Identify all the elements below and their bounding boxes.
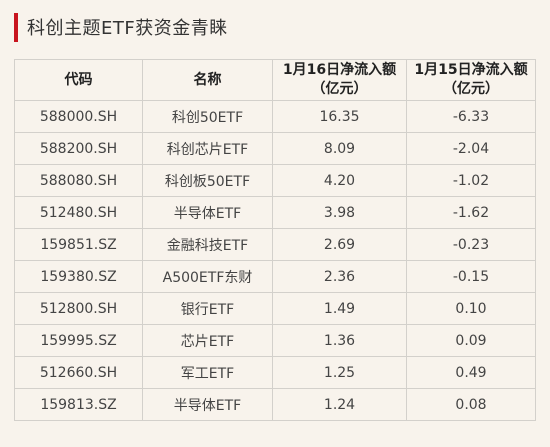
table-row: 512480.SH 半导体ETF 3.98 -1.62 <box>14 196 536 229</box>
cell-jan15: -0.23 <box>406 228 536 261</box>
cell-code: 159995.SZ <box>14 324 143 357</box>
title-bar: 科创主题ETF获资金青睐 <box>14 12 228 42</box>
cell-jan16: 8.09 <box>272 132 407 165</box>
cell-jan15: 0.09 <box>406 324 536 357</box>
cell-code: 512660.SH <box>14 356 143 389</box>
header-jan15-inflow: 1月15日净流入额 （亿元） <box>406 59 536 101</box>
table-header-row: 代码 名称 1月16日净流入额 （亿元） 1月15日净流入额 （亿元） <box>14 59 536 101</box>
cell-name: 军工ETF <box>142 356 273 389</box>
cell-jan15: 0.49 <box>406 356 536 389</box>
table-row: 159995.SZ 芯片ETF 1.36 0.09 <box>14 324 536 357</box>
etf-inflow-table: 代码 名称 1月16日净流入额 （亿元） 1月15日净流入额 （亿元） 5880… <box>14 59 536 421</box>
cell-jan15: -1.02 <box>406 164 536 197</box>
cell-code: 159851.SZ <box>14 228 143 261</box>
cell-code: 588080.SH <box>14 164 143 197</box>
cell-jan16: 1.36 <box>272 324 407 357</box>
cell-code: 588000.SH <box>14 100 143 133</box>
cell-jan16: 1.49 <box>272 292 407 325</box>
cell-name: A500ETF东财 <box>142 260 273 293</box>
cell-code: 512480.SH <box>14 196 143 229</box>
cell-code: 588200.SH <box>14 132 143 165</box>
cell-code: 159813.SZ <box>14 388 143 421</box>
cell-name: 芯片ETF <box>142 324 273 357</box>
cell-jan16: 3.98 <box>272 196 407 229</box>
cell-code: 159380.SZ <box>14 260 143 293</box>
header-name-label: 名称 <box>193 71 222 88</box>
cell-name: 半导体ETF <box>142 196 273 229</box>
cell-jan15: -1.62 <box>406 196 536 229</box>
cell-name: 银行ETF <box>142 292 273 325</box>
cell-jan16: 1.24 <box>272 388 407 421</box>
cell-jan16: 2.36 <box>272 260 407 293</box>
cell-name: 科创50ETF <box>142 100 273 133</box>
cell-code: 512800.SH <box>14 292 143 325</box>
header-jan15-label: 1月15日净流入额 <box>414 62 528 78</box>
header-code: 代码 <box>14 59 143 101</box>
page-title: 科创主题ETF获资金青睐 <box>27 18 228 39</box>
table-row: 159380.SZ A500ETF东财 2.36 -0.15 <box>14 260 536 293</box>
cell-name: 金融科技ETF <box>142 228 273 261</box>
cell-jan15: 0.10 <box>406 292 536 325</box>
table-row: 159813.SZ 半导体ETF 1.24 0.08 <box>14 388 536 421</box>
cell-name: 科创板50ETF <box>142 164 273 197</box>
header-jan16-unit: （亿元） <box>311 81 368 97</box>
cell-name: 科创芯片ETF <box>142 132 273 165</box>
title-accent-bar <box>14 12 18 42</box>
cell-jan15: 0.08 <box>406 388 536 421</box>
table-row: 512800.SH 银行ETF 1.49 0.10 <box>14 292 536 325</box>
cell-jan16: 2.69 <box>272 228 407 261</box>
cell-jan16: 16.35 <box>272 100 407 133</box>
cell-jan16: 4.20 <box>272 164 407 197</box>
cell-name: 半导体ETF <box>142 388 273 421</box>
header-jan16-inflow: 1月16日净流入额 （亿元） <box>272 59 407 101</box>
table-row: 588080.SH 科创板50ETF 4.20 -1.02 <box>14 164 536 197</box>
header-name: 名称 <box>142 59 273 101</box>
header-code-label: 代码 <box>64 71 93 88</box>
table-row: 512660.SH 军工ETF 1.25 0.49 <box>14 356 536 389</box>
header-jan16-label: 1月16日净流入额 <box>282 62 397 78</box>
cell-jan15: -2.04 <box>406 132 536 165</box>
table-row: 159851.SZ 金融科技ETF 2.69 -0.23 <box>14 228 536 261</box>
cell-jan16: 1.25 <box>272 356 407 389</box>
cell-jan15: -6.33 <box>406 100 536 133</box>
header-jan15-unit: （亿元） <box>443 81 499 97</box>
table-row: 588200.SH 科创芯片ETF 8.09 -2.04 <box>14 132 536 165</box>
table-row: 588000.SH 科创50ETF 16.35 -6.33 <box>14 100 536 133</box>
cell-jan15: -0.15 <box>406 260 536 293</box>
